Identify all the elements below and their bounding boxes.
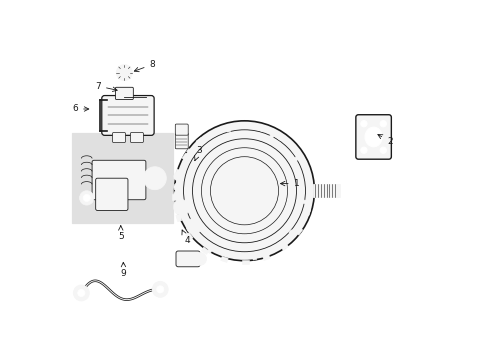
Bar (175, 169, 183, 175)
Circle shape (78, 289, 85, 297)
Text: 2: 2 (377, 135, 392, 146)
Circle shape (186, 218, 202, 234)
Bar (291, 148, 298, 156)
Bar (176, 214, 182, 222)
FancyBboxPatch shape (102, 95, 154, 135)
Ellipse shape (224, 167, 236, 175)
Text: 8: 8 (134, 60, 155, 72)
Bar (72, 134, 172, 223)
Circle shape (156, 286, 163, 293)
Bar (268, 131, 275, 139)
Bar (251, 253, 256, 260)
Bar (312, 184, 339, 197)
Circle shape (379, 147, 386, 153)
Bar (225, 125, 230, 132)
Bar (242, 260, 248, 264)
Text: 3: 3 (194, 146, 202, 161)
Circle shape (143, 167, 166, 190)
Circle shape (177, 203, 185, 212)
Circle shape (73, 285, 89, 301)
Bar (172, 194, 176, 201)
Bar (293, 155, 300, 162)
Circle shape (116, 65, 132, 81)
FancyBboxPatch shape (130, 132, 143, 143)
Text: 6: 6 (72, 104, 88, 113)
Circle shape (174, 172, 182, 181)
Bar (304, 208, 310, 216)
Circle shape (174, 201, 182, 210)
Bar (186, 149, 193, 156)
FancyBboxPatch shape (112, 132, 125, 143)
Bar (288, 230, 295, 237)
Bar (182, 153, 189, 161)
Circle shape (173, 200, 189, 216)
FancyBboxPatch shape (115, 87, 133, 99)
Ellipse shape (224, 207, 236, 214)
Circle shape (189, 222, 198, 230)
FancyBboxPatch shape (96, 178, 128, 211)
Bar (235, 124, 242, 129)
FancyBboxPatch shape (176, 251, 200, 267)
Bar (295, 227, 302, 235)
Bar (206, 246, 213, 254)
FancyBboxPatch shape (92, 160, 145, 200)
Ellipse shape (364, 127, 382, 147)
Bar (174, 172, 180, 180)
Bar (307, 188, 312, 194)
Circle shape (360, 147, 366, 153)
FancyBboxPatch shape (175, 133, 188, 149)
Text: 9: 9 (121, 262, 126, 278)
Text: 5: 5 (118, 226, 123, 241)
Ellipse shape (240, 188, 248, 194)
Text: 1: 1 (280, 179, 299, 188)
FancyBboxPatch shape (175, 124, 188, 135)
Text: 7: 7 (95, 82, 117, 91)
Bar (262, 255, 269, 261)
Circle shape (83, 194, 90, 202)
Circle shape (152, 282, 168, 297)
Bar (185, 233, 193, 240)
Bar (177, 214, 184, 219)
Bar (280, 243, 288, 251)
Circle shape (80, 191, 94, 205)
Circle shape (360, 121, 366, 127)
Bar (196, 138, 203, 145)
Circle shape (379, 121, 386, 127)
Circle shape (120, 68, 129, 77)
Bar (302, 166, 308, 174)
Bar (302, 200, 309, 204)
FancyBboxPatch shape (355, 115, 390, 159)
Bar (275, 134, 283, 141)
Bar (256, 126, 264, 131)
Text: 4: 4 (182, 230, 189, 246)
Circle shape (193, 252, 206, 265)
Bar (201, 247, 208, 255)
Ellipse shape (247, 184, 256, 190)
Circle shape (174, 121, 314, 261)
Bar (214, 127, 222, 134)
Circle shape (148, 172, 161, 185)
Circle shape (174, 183, 182, 192)
Circle shape (174, 190, 182, 199)
Bar (220, 256, 228, 262)
Ellipse shape (237, 185, 251, 196)
